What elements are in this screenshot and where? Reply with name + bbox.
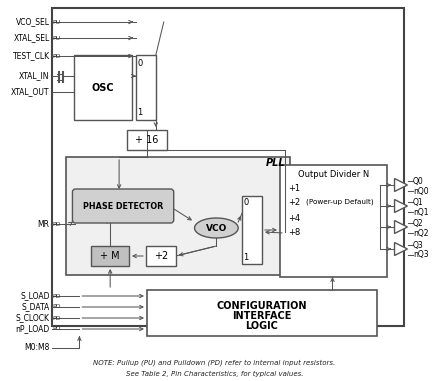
Bar [74,55,132,120]
Text: S_LOAD: S_LOAD [20,291,50,301]
Text: NOTE: Pullup (PU) and Pulldown (PD) refer to internal input resistors.: NOTE: Pullup (PU) and Pulldown (PD) refe… [93,360,336,366]
Text: LOGIC: LOGIC [245,321,279,331]
Text: (Power-up Default): (Power-up Default) [306,199,373,205]
Text: PD: PD [53,315,61,320]
Text: +2: +2 [288,197,300,207]
Text: nQ1: nQ1 [413,208,429,216]
Text: Output Divider N: Output Divider N [298,170,369,179]
Text: PD: PD [53,304,61,309]
Text: nP_LOAD: nP_LOAD [16,325,50,333]
Text: PLL: PLL [266,158,286,168]
Text: PU: PU [53,35,61,40]
Text: XTAL_SEL: XTAL_SEL [13,34,50,43]
Bar [67,157,290,275]
Text: Q3: Q3 [413,240,424,250]
Bar [146,246,176,266]
Text: XTAL_IN: XTAL_IN [19,72,50,80]
Text: PU: PU [53,19,61,24]
Text: Q0: Q0 [413,176,424,186]
Text: + M: + M [100,251,120,261]
Text: +1: +1 [288,184,300,192]
Text: +8: +8 [288,227,300,237]
Text: nQ2: nQ2 [413,229,429,237]
Polygon shape [394,179,407,192]
Bar [127,130,167,150]
Ellipse shape [194,218,238,238]
Text: VCO_SEL: VCO_SEL [16,18,50,27]
Text: nQ0: nQ0 [413,187,429,195]
Text: Q1: Q1 [413,197,423,207]
Bar [136,55,156,120]
Text: 1: 1 [244,253,249,263]
Text: Q2: Q2 [413,218,423,227]
Text: PHASE DETECTOR: PHASE DETECTOR [83,202,163,210]
Text: +4: +4 [288,213,300,223]
Text: TEST_CLK: TEST_CLK [13,51,50,61]
Text: +2: +2 [154,251,168,261]
FancyBboxPatch shape [73,189,174,223]
Text: 0: 0 [244,197,249,207]
Bar [51,8,404,326]
Text: S_DATA: S_DATA [21,303,50,312]
Text: VCO: VCO [206,224,227,232]
Polygon shape [394,221,407,234]
Text: MR: MR [38,219,50,229]
Text: 1: 1 [137,107,143,117]
Text: + 16: + 16 [135,135,159,145]
Text: CONFIGURATION: CONFIGURATION [217,301,307,311]
Text: 0: 0 [137,59,143,67]
Text: PD: PD [53,293,61,298]
Polygon shape [394,200,407,213]
Text: INTERFACE: INTERFACE [232,311,292,321]
Text: nQ3: nQ3 [413,250,429,259]
Bar [147,290,377,336]
Text: OSC: OSC [92,83,114,93]
Text: PD: PD [53,221,61,226]
Bar [242,196,262,264]
Text: See Table 2, Pin Characteristics, for typical values.: See Table 2, Pin Characteristics, for ty… [126,371,303,377]
Bar [91,246,129,266]
Polygon shape [394,242,407,256]
Bar [280,165,387,277]
Text: S_CLOCK: S_CLOCK [16,314,50,322]
Text: M0:M8: M0:M8 [24,344,50,352]
Text: XTAL_OUT: XTAL_OUT [11,88,50,96]
Text: PD: PD [53,53,61,59]
Text: PD: PD [53,327,61,331]
